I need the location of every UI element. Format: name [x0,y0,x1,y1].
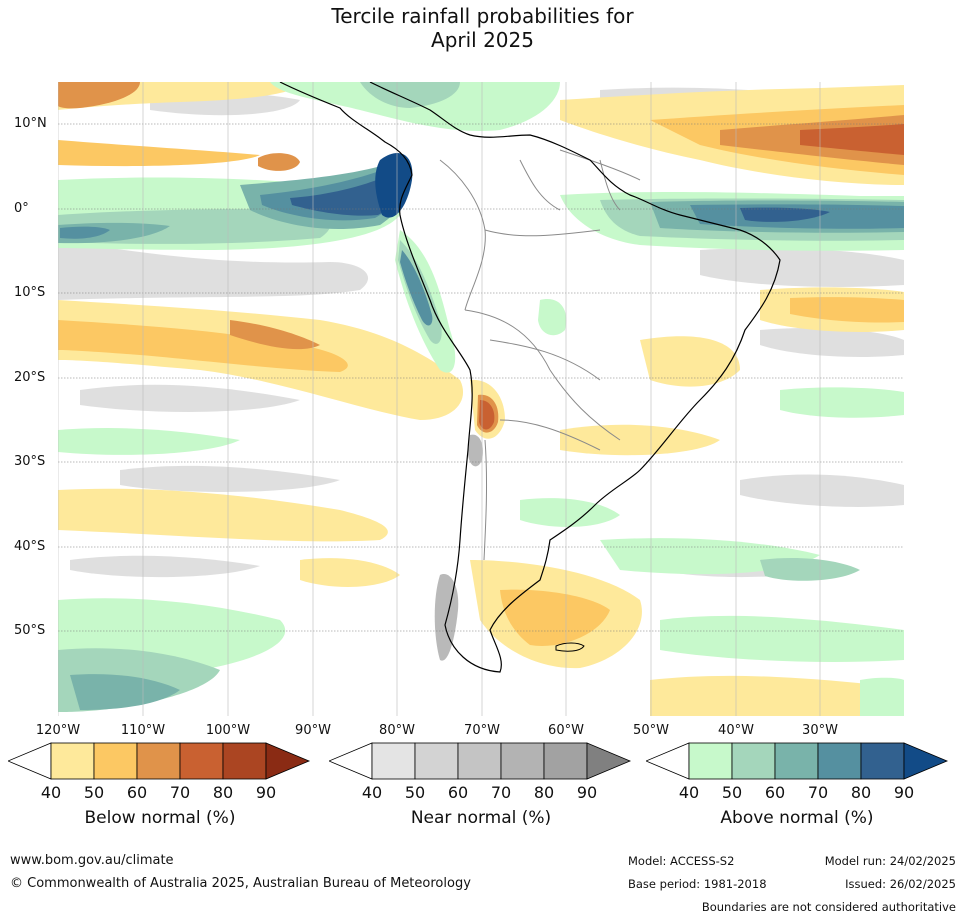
colorbar-tick-label: 60 [764,783,786,802]
lon-label-30w: 30°W [802,723,838,738]
lon-label-80w: 80°W [379,723,415,738]
lon-label-40w: 40°W [718,723,754,738]
lat-label-20s: 20°S [14,370,46,385]
colorbar-swatch [50,742,95,780]
colorbar-swatch [179,742,224,780]
colorbar-swatch [500,742,545,780]
lon-label-60w: 60°W [548,723,584,738]
colorbar-tick-label: 40 [361,783,383,802]
colorbar-swatch [93,742,138,780]
colorbar-tick-label: 50 [83,783,105,802]
colorbar-swatch [817,742,862,780]
colorbar-extend-high [586,742,632,780]
colorbar-extend-low [329,742,373,780]
colorbar-tick-label: 90 [576,783,598,802]
below-normal-regions [58,82,904,716]
colorbar-tick-label: 50 [721,783,743,802]
lon-label-110w: 110°W [120,723,166,738]
below-normal-title: Below normal (%) [84,808,236,828]
colorbar-tick-label: 50 [404,783,426,802]
colorbar-swatch [457,742,502,780]
lat-label-0: 0° [14,201,29,216]
model-text: Model: ACCESS-S2 [628,854,735,868]
lon-label-50w: 50°W [633,723,669,738]
above-normal-title: Above normal (%) [720,808,874,828]
lat-label-40s: 40°S [14,539,46,554]
near-normal-colorbar [329,742,632,780]
falkland-islands [555,642,585,652]
colorbar-tick-label: 90 [255,783,277,802]
colorbar-swatch [414,742,459,780]
colorbar-tick-label: 70 [169,783,191,802]
colorbar-tick-label: 90 [893,783,915,802]
above-normal-regions [58,82,904,716]
lon-label-90w: 90°W [295,723,331,738]
colorbar-extend-high [265,742,311,780]
colorbar-tick-label: 80 [212,783,234,802]
lon-label-70w: 70°W [464,723,500,738]
colorbar-swatch [543,742,588,780]
near-normal-title: Near normal (%) [410,808,552,828]
base-period-text: Base period: 1981-2018 [628,877,767,891]
colorbar-extend-low [646,742,690,780]
colorbar-swatch [222,742,267,780]
model-run-text: Model run: 24/02/2025 [824,854,956,868]
colorbar-tick-label: 40 [678,783,700,802]
colorbar-swatch [371,742,416,780]
copyright-text: © Commonwealth of Australia 2025, Austra… [10,876,471,891]
meridians [58,82,821,716]
colorbar-extend-high [903,742,949,780]
colorbar-extend-low [8,742,52,780]
coastline [279,82,781,673]
below-normal-colorbar [8,742,311,780]
lat-label-10n: 10°N [14,116,47,131]
lon-label-100w: 100°W [205,723,251,738]
colorbar-swatch [860,742,905,780]
colorbar-tick-label: 70 [490,783,512,802]
title-line-1: Tercile rainfall probabilities for [331,4,634,28]
website-link[interactable]: www.bom.gov.au/climate [10,853,174,868]
colorbar-tick-label: 60 [126,783,148,802]
above-normal-colorbar [646,742,949,780]
disclaimer-text: Boundaries are not considered authoritat… [701,900,956,914]
colorbar-tick-label: 40 [40,783,62,802]
lat-label-50s: 50°S [14,623,46,638]
issued-text: Issued: 26/02/2025 [845,877,956,891]
colorbar-tick-label: 80 [533,783,555,802]
title-line-2: April 2025 [431,28,534,52]
lat-label-10s: 10°S [14,285,46,300]
colorbar-tick-label: 70 [807,783,829,802]
country-borders [439,149,641,561]
chart-title: Tercile rainfall probabilities for April… [0,4,965,52]
graticule [58,123,904,632]
colorbar-tick-label: 80 [850,783,872,802]
lon-label-120w: 120°W [35,723,81,738]
colorbar-swatch [688,742,733,780]
colorbar-swatch [136,742,181,780]
lat-label-30s: 30°S [14,454,46,469]
colorbar-tick-label: 60 [447,783,469,802]
colorbar-swatch [774,742,819,780]
colorbar-swatch [731,742,776,780]
